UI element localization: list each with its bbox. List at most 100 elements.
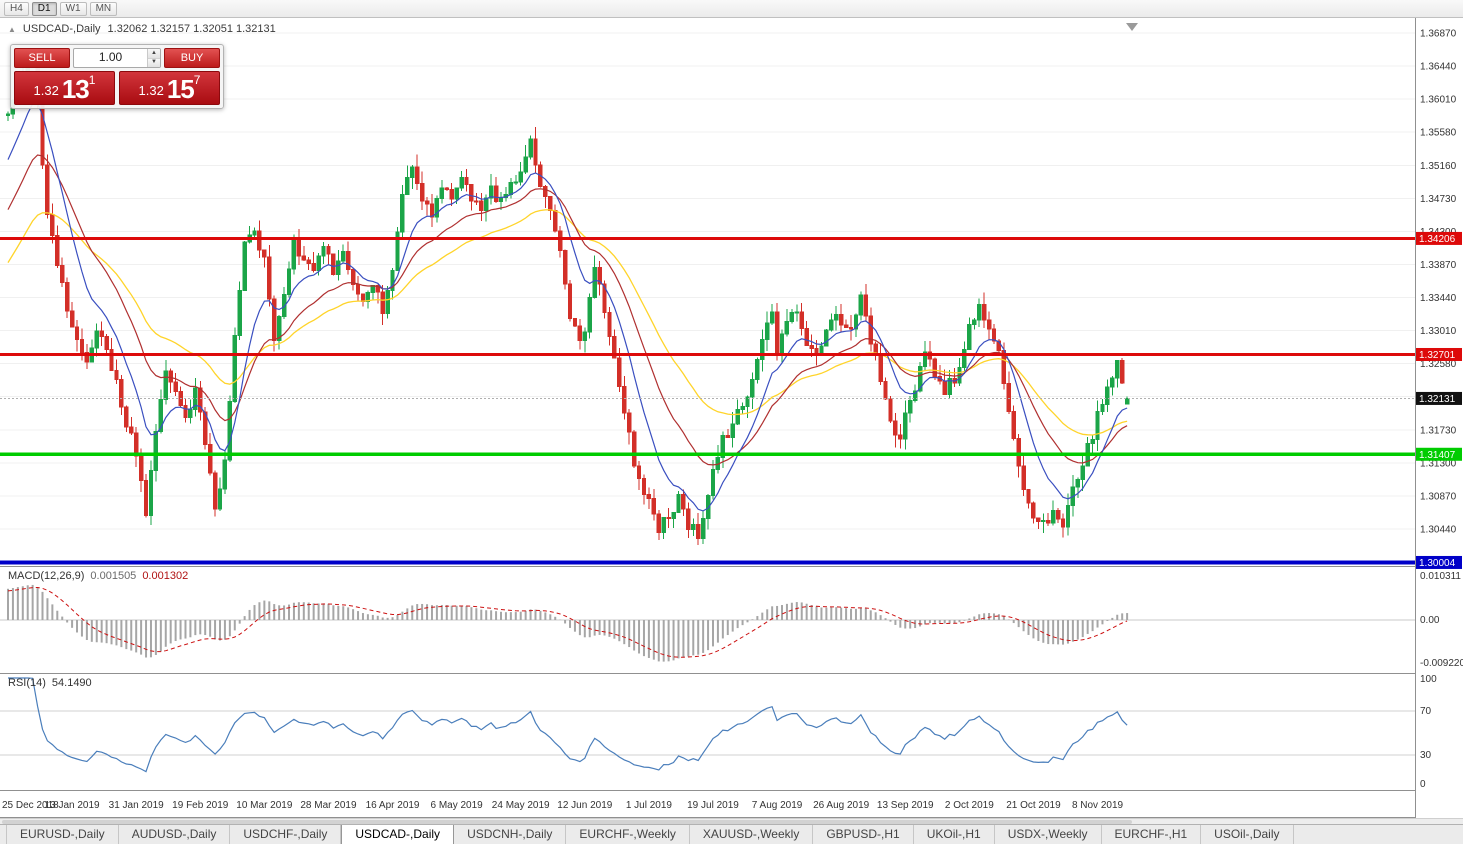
svg-text:1.31730: 1.31730 (1420, 425, 1457, 436)
tab-eurchf-weekly[interactable]: EURCHF-,Weekly (566, 825, 690, 844)
one-click-price-row: 1.32 13 1 1.32 15 7 (14, 71, 220, 105)
svg-text:12 Jun 2019: 12 Jun 2019 (557, 800, 612, 811)
svg-text:1.30004: 1.30004 (1419, 558, 1456, 569)
one-click-trading-panel: SELL 1.00 ▲ ▼ BUY 1.32 13 1 1.32 15 7 (10, 44, 224, 109)
tab-usdx-weekly[interactable]: USDX-,Weekly (995, 825, 1102, 844)
volume-spinner: ▲ ▼ (147, 49, 160, 67)
chart-tab-bar: EURUSD-,Daily AUDUSD-,Daily USDCHF-,Daily U… (0, 824, 1463, 844)
tab-eurchf-h1[interactable]: EURCHF-,H1 (1102, 825, 1202, 844)
svg-text:1.35580: 1.35580 (1420, 128, 1457, 139)
svg-text:1.34206: 1.34206 (1419, 234, 1456, 245)
horizontal-scrollbar-thumb[interactable] (2, 820, 1132, 824)
svg-text:19 Jul 2019: 19 Jul 2019 (687, 800, 739, 811)
macd-indicator-label: MACD(12,26,9) 0.001505 0.001302 (8, 570, 188, 582)
rsi-indicator-label: RSI(14) 54.1490 (8, 677, 92, 689)
level-price-badge (1416, 555, 1462, 569)
svg-text:70: 70 (1420, 706, 1432, 717)
price-axis-background (1416, 18, 1463, 818)
sell-price-base: 1.32 (33, 83, 59, 98)
svg-text:13 Sep 2019: 13 Sep 2019 (877, 800, 934, 811)
sell-price-big: 13 (61, 74, 90, 104)
buy-price-sup: 7 (193, 73, 201, 87)
svg-text:1.30440: 1.30440 (1420, 524, 1457, 535)
buy-price-button[interactable]: 1.32 15 7 (119, 71, 220, 105)
horizontal-level-lines[interactable] (0, 236, 1415, 565)
chart-ohlc-label: 1.32062 1.32157 1.32051 1.32131 (107, 23, 276, 35)
macd-name: MACD(12,26,9) (8, 570, 85, 582)
svg-text:31 Jan 2019: 31 Jan 2019 (109, 800, 164, 811)
rsi-plot (0, 677, 1415, 773)
volume-value[interactable]: 1.00 (98, 50, 123, 64)
timeframe-button-mn[interactable]: MN (89, 1, 118, 16)
macd-signal-value: 0.001302 (142, 570, 189, 582)
svg-text:-0.009220: -0.009220 (1420, 658, 1463, 669)
volume-increase-button[interactable]: ▲ (148, 49, 160, 59)
tab-usdcad-daily[interactable]: USDCAD-,Daily (341, 825, 455, 844)
level-price-badge (1416, 231, 1462, 245)
macd-histogram (0, 584, 1415, 662)
horizontal-scrollbar[interactable] (0, 818, 1463, 824)
tab-usdcnh-daily[interactable]: USDCNH-,Daily (454, 825, 567, 844)
svg-text:0.010311: 0.010311 (1420, 571, 1461, 582)
price-chart[interactable]: 1.36870 1.36440 1.36010 1.35580 1.35160 1.347… (0, 18, 1463, 818)
svg-text:0.00: 0.00 (1420, 615, 1440, 626)
tab-usoil-daily[interactable]: USOil-,Daily (1201, 825, 1294, 844)
svg-text:16 Apr 2019: 16 Apr 2019 (366, 800, 420, 811)
buy-button[interactable]: BUY (164, 48, 220, 68)
buy-price-base: 1.32 (138, 83, 164, 98)
svg-text:6 May 2019: 6 May 2019 (430, 800, 483, 811)
rsi-line (8, 677, 1128, 773)
svg-text:19 Feb 2019: 19 Feb 2019 (172, 800, 229, 811)
autoscroll-marker-icon[interactable] (1126, 23, 1138, 31)
svg-text:24 May 2019: 24 May 2019 (492, 800, 550, 811)
svg-text:1.32580: 1.32580 (1420, 359, 1457, 370)
svg-text:1.33440: 1.33440 (1420, 293, 1457, 304)
tab-gbpusd-h1[interactable]: GBPUSD-,H1 (813, 825, 914, 844)
volume-decrease-button[interactable]: ▼ (148, 58, 160, 67)
level-price-badge (1416, 347, 1462, 361)
chart-window: 1.36870 1.36440 1.36010 1.35580 1.35160 1.347… (0, 18, 1463, 818)
svg-text:25 Dec 2018: 25 Dec 2018 (2, 800, 59, 811)
svg-text:1 Jul 2019: 1 Jul 2019 (626, 800, 673, 811)
chart-header: ▲ USDCAD-,Daily 1.32062 1.32157 1.32051 … (8, 23, 276, 35)
timeframe-button-d1[interactable]: D1 (31, 1, 57, 16)
svg-text:1.36870: 1.36870 (1420, 29, 1457, 40)
one-click-top-row: SELL 1.00 ▲ ▼ BUY (14, 48, 220, 68)
tab-eurusd-daily[interactable]: EURUSD-,Daily (6, 825, 119, 844)
svg-text:2 Oct 2019: 2 Oct 2019 (945, 800, 994, 811)
tab-usdchf-daily[interactable]: USDCHF-,Daily (230, 825, 342, 844)
svg-text:28 Mar 2019: 28 Mar 2019 (300, 800, 357, 811)
sell-price-button[interactable]: 1.32 13 1 (14, 71, 115, 105)
svg-text:1.33870: 1.33870 (1420, 260, 1457, 271)
svg-text:1.35160: 1.35160 (1420, 161, 1457, 172)
svg-text:26 Aug 2019: 26 Aug 2019 (813, 800, 870, 811)
rsi-value: 54.1490 (51, 677, 92, 689)
svg-text:0: 0 (1420, 779, 1426, 790)
sell-price-sup: 1 (88, 73, 96, 87)
rsi-name: RSI(14) (8, 677, 46, 689)
svg-text:100: 100 (1420, 674, 1437, 685)
level-price-badge (1416, 447, 1462, 461)
volume-field[interactable]: 1.00 ▲ ▼ (73, 48, 161, 68)
current-price-badge (1416, 391, 1462, 405)
candles (5, 51, 1130, 546)
svg-text:1.34730: 1.34730 (1420, 194, 1457, 205)
svg-text:1.36010: 1.36010 (1420, 95, 1457, 106)
buy-price-big: 15 (166, 74, 195, 104)
one-click-collapse-icon[interactable]: ▲ (8, 24, 16, 34)
timeframe-buttons: H4 D1 W1 MN (4, 1, 118, 16)
svg-text:21 Oct 2019: 21 Oct 2019 (1006, 800, 1061, 811)
tab-audusd-daily[interactable]: AUDUSD-,Daily (119, 825, 231, 844)
tab-ukoil-h1[interactable]: UKOil-,H1 (914, 825, 995, 844)
sell-button[interactable]: SELL (14, 48, 70, 68)
svg-text:10 Mar 2019: 10 Mar 2019 (236, 800, 293, 811)
svg-text:1.32701: 1.32701 (1419, 350, 1456, 361)
svg-text:1.31407: 1.31407 (1419, 450, 1456, 461)
svg-text:1.31300: 1.31300 (1420, 458, 1457, 469)
svg-text:8 Nov 2019: 8 Nov 2019 (1072, 800, 1124, 811)
macd-main-value: 0.001505 (90, 570, 137, 582)
tab-xauusd-weekly[interactable]: XAUUSD-,Weekly (690, 825, 814, 844)
timeframe-button-h4[interactable]: H4 (4, 1, 29, 16)
timeframe-button-w1[interactable]: W1 (59, 1, 87, 16)
